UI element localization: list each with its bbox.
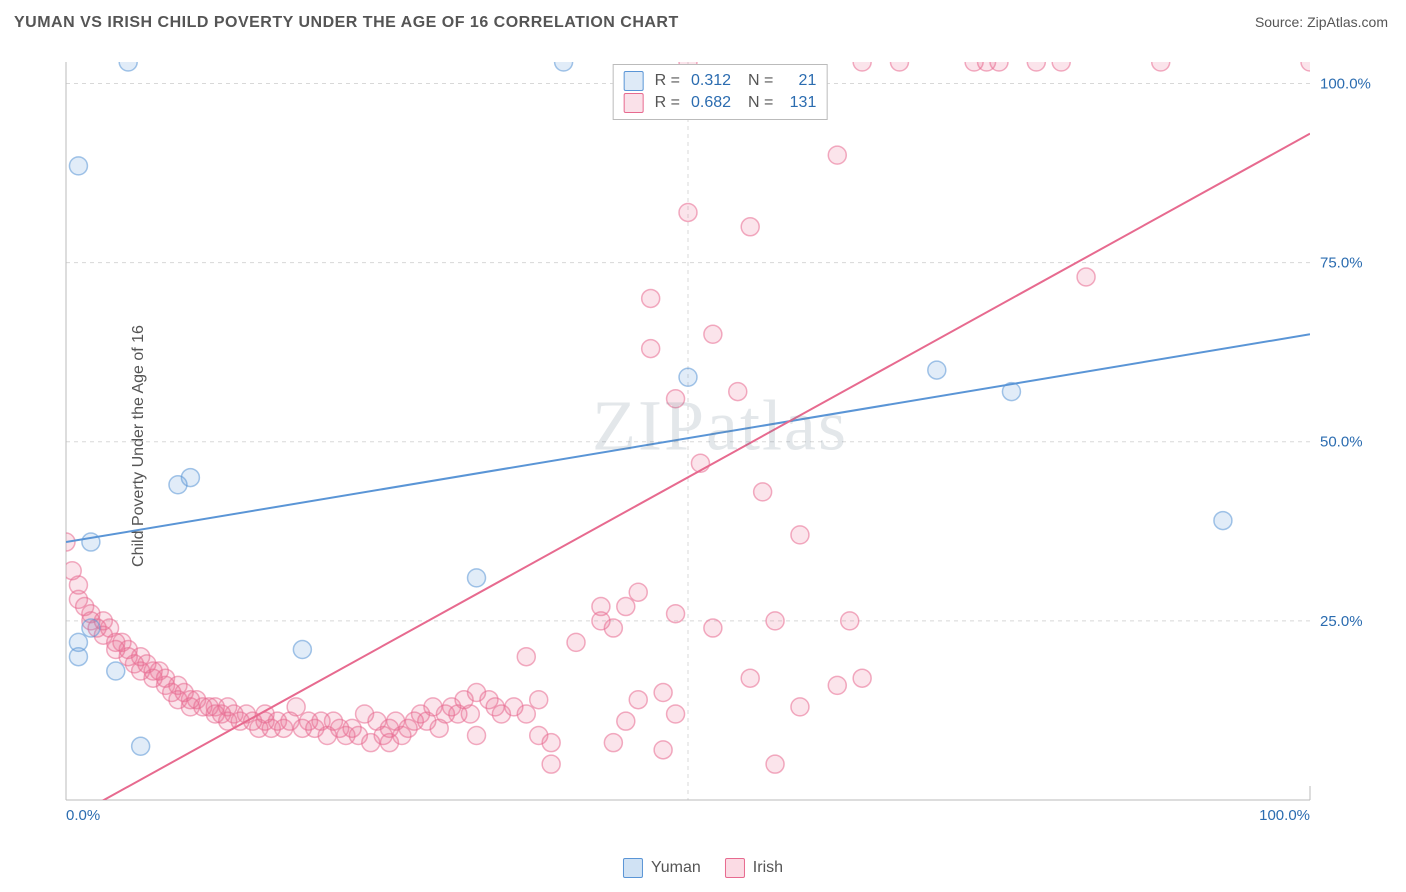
legend-row-yuman: R = 0.312 N = 21	[624, 71, 817, 91]
y-tick-label: 100.0%	[1320, 75, 1371, 92]
y-tick-label: 25.0%	[1320, 613, 1363, 630]
irish-swatch-icon	[624, 93, 644, 113]
y-tick-label: 75.0%	[1320, 255, 1363, 272]
yuman-points	[69, 56, 1231, 755]
correlation-legend: R = 0.312 N = 21 R = 0.682 N = 131	[613, 64, 828, 120]
legend-label: Irish	[753, 859, 783, 877]
n-value: 131	[784, 94, 816, 112]
source-attribution: Source: ZipAtlas.com	[1255, 14, 1388, 30]
legend-row-irish: R = 0.682 N = 131	[624, 93, 817, 113]
yuman-swatch-icon	[623, 858, 643, 878]
r-value: 0.312	[691, 72, 737, 90]
yuman-swatch-icon	[624, 71, 644, 91]
r-label: R =	[655, 94, 680, 112]
legend-item-yuman: Yuman	[623, 858, 701, 878]
x-tick-label: 0.0%	[66, 807, 100, 824]
n-label: N =	[748, 72, 773, 90]
irish-regression-line	[91, 134, 1310, 808]
y-tick-label: 50.0%	[1320, 434, 1363, 451]
n-value: 21	[784, 72, 816, 90]
legend-label: Yuman	[651, 859, 701, 877]
series-legend: Yuman Irish	[623, 858, 783, 878]
source-label: Source:	[1255, 14, 1303, 30]
n-label: N =	[748, 94, 773, 112]
r-label: R =	[655, 72, 680, 90]
irish-swatch-icon	[725, 858, 745, 878]
source-name: ZipAtlas.com	[1307, 14, 1388, 30]
scatter-plot: 25.0%50.0%75.0%100.0%0.0%100.0% ZIPatlas…	[60, 56, 1380, 826]
r-value: 0.682	[691, 94, 737, 112]
chart-svg: 25.0% 50.0% 75.0% 100.0% 0.0% 100.0%	[60, 56, 1380, 826]
x-tick-label: 100.0%	[1259, 807, 1310, 824]
irish-points	[60, 56, 1319, 773]
legend-item-irish: Irish	[725, 858, 783, 878]
chart-title: YUMAN VS IRISH CHILD POVERTY UNDER THE A…	[14, 14, 679, 32]
